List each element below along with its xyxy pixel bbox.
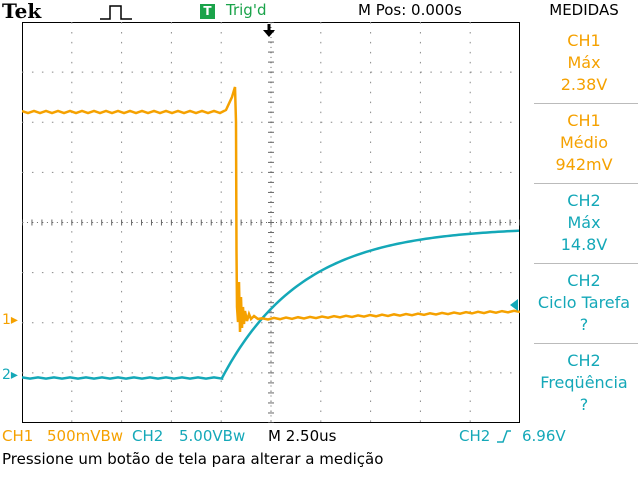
divider	[534, 263, 638, 264]
ch2-ground-marker: 2▸	[2, 367, 18, 383]
measure-slot-3[interactable]: CH2 Máx 14.8V	[528, 190, 640, 256]
measure-value: 14.8V	[560, 235, 608, 254]
ch1-ground-marker: 1▸	[2, 312, 18, 328]
measure-value: ?	[579, 315, 589, 334]
measure-channel: CH1	[567, 31, 601, 50]
measure-value: 2.38V	[560, 75, 608, 94]
ch2-waveform	[22, 229, 520, 381]
status-message: Pressione um botão de tela para alterar …	[2, 450, 384, 468]
arrow-right-icon: ▸	[10, 312, 18, 328]
ch2-label: CH2	[132, 427, 164, 445]
measure-slot-2[interactable]: CH1 Médio 942mV	[528, 110, 640, 176]
waveform-display	[22, 22, 520, 423]
measure-channel: CH2	[567, 191, 601, 210]
rising-edge-icon	[497, 430, 511, 443]
divider	[534, 103, 638, 104]
timebase: M 2.50us	[268, 427, 337, 445]
ch2-marker-label: 2	[2, 367, 11, 383]
ch1-waveform	[22, 86, 520, 333]
measurement-panel: CH1 Máx 2.38V CH1 Médio 942mV CH2 Máx 14…	[528, 22, 640, 423]
horizontal-position: M Pos: 0.000s	[358, 1, 462, 19]
trigger-position-arrow	[263, 30, 275, 37]
measure-type: Ciclo Tarefa	[537, 293, 631, 312]
ch1-marker-label: 1	[2, 312, 11, 328]
trigger-level: 6.96V	[522, 427, 566, 445]
measure-type: Máx	[567, 53, 601, 72]
measure-type: Máx	[567, 213, 601, 232]
ch2-scale: 5.00VBw	[179, 427, 246, 445]
trigger-source: CH2	[459, 427, 491, 445]
measure-channel: CH1	[567, 111, 601, 130]
measure-value: 942mV	[555, 155, 613, 174]
ch1-scale: 500mVBw	[47, 427, 124, 445]
pulse-icon	[100, 5, 132, 20]
divider	[534, 343, 638, 344]
measure-channel: CH2	[567, 351, 601, 370]
measure-type: Médio	[559, 133, 609, 152]
channel-settings-bar: CH1 500mVBw CH2 5.00VBw M 2.50us CH2 6.9…	[0, 425, 640, 447]
top-status-bar: Tek T Trig'd M Pos: 0.000s MEDIDAS	[0, 0, 640, 23]
measurements-title: MEDIDAS	[549, 1, 619, 19]
trigger-position-stem	[267, 24, 271, 31]
divider	[534, 183, 638, 184]
ch1-label: CH1	[2, 427, 34, 445]
measure-slot-5[interactable]: CH2 Freqüência ?	[528, 350, 640, 416]
brand-logo: Tek	[2, 0, 42, 23]
measure-value: ?	[579, 395, 589, 414]
arrow-right-icon: ▸	[10, 367, 18, 383]
trigger-status: Trig'd	[226, 1, 267, 19]
measure-slot-4[interactable]: CH2 Ciclo Tarefa ?	[528, 270, 640, 336]
measure-channel: CH2	[567, 271, 601, 290]
trigger-badge: T	[200, 4, 215, 19]
measure-slot-1[interactable]: CH1 Máx 2.38V	[528, 30, 640, 96]
graticule	[22, 22, 520, 423]
measure-type: Freqüência	[540, 373, 628, 392]
trigger-level-arrow	[510, 299, 518, 311]
